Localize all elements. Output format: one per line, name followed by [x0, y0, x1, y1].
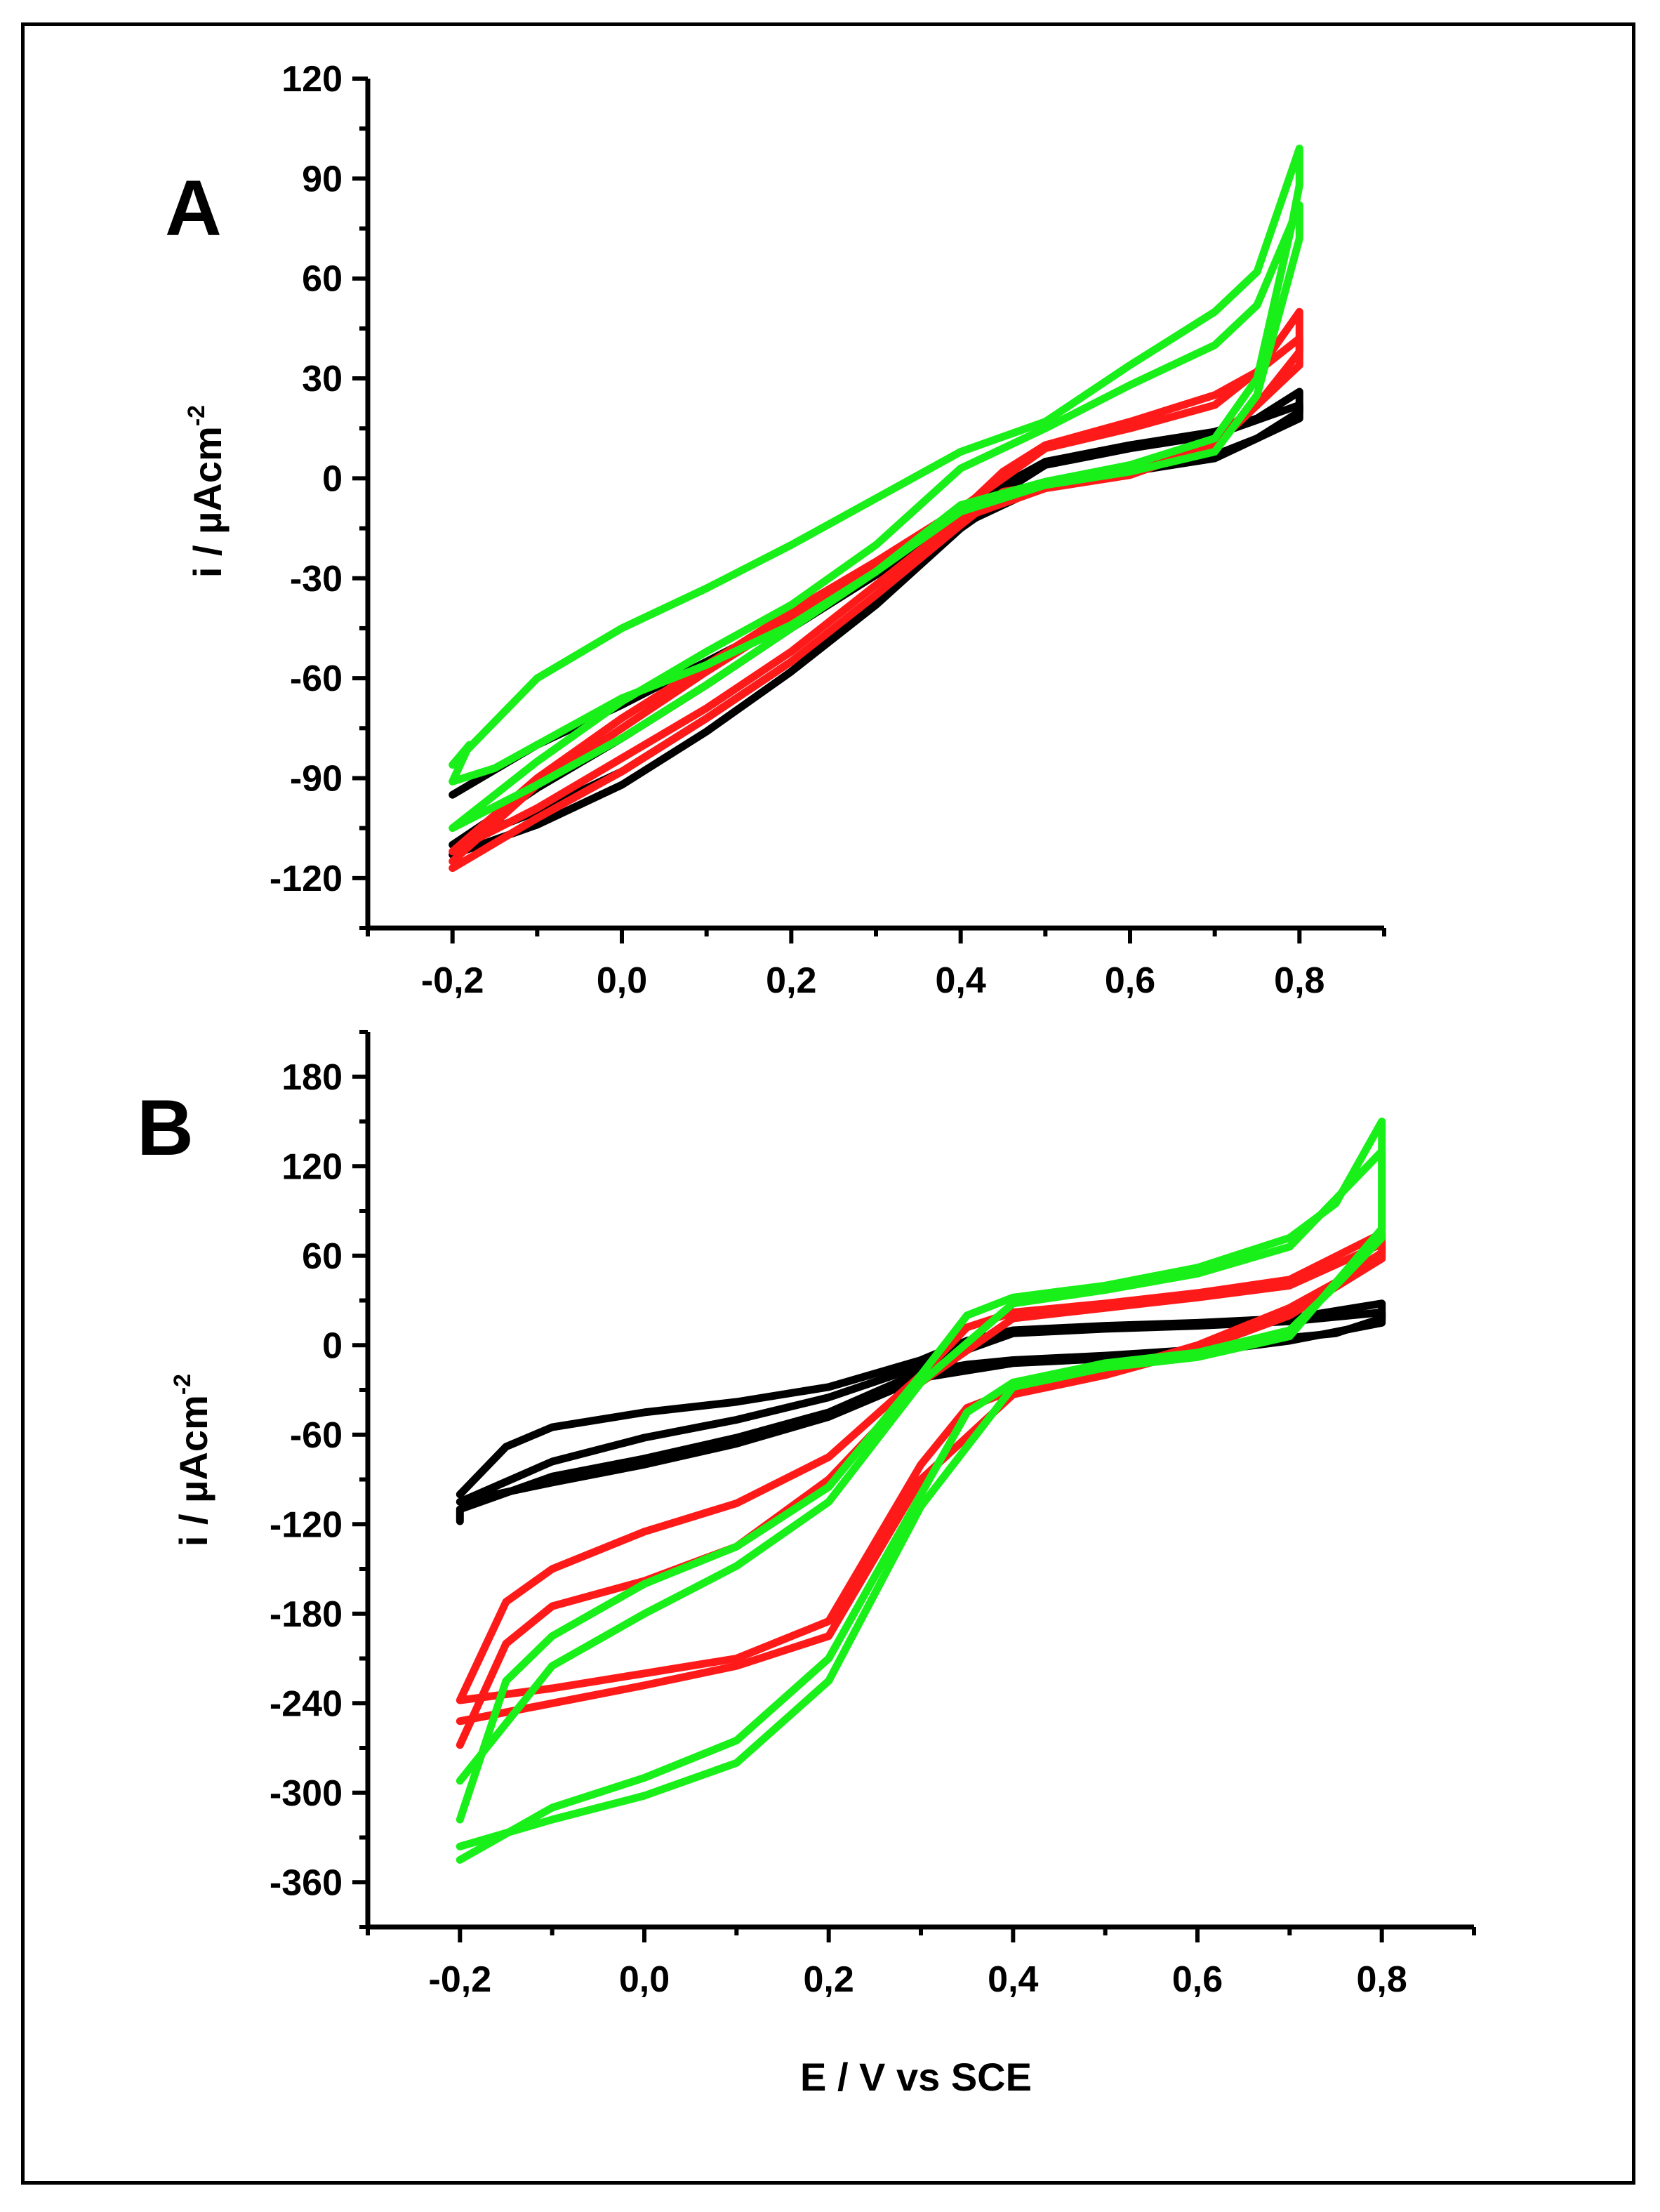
panel-b-series-green-cycle-2 — [456, 1147, 1386, 1850]
figure-frame — [21, 22, 1635, 2185]
panel-b-ticks: 180 120 60 0 -60 -120 -180 -240 -300 -360 -0,2 0,0 0… — [270, 1030, 1476, 2000]
panel-a-plot: 120 90 60 30 0 -30 -60 -90 -120 -0,2 0,0 0,2 0,4 0,6 0… — [165, 59, 1386, 1001]
panel-b-series-black-cycle-2 — [456, 1309, 1386, 1506]
panel-b-ylabel-text: i / µAcm — [171, 1395, 215, 1547]
panel-a-x-tick-label: 0,0 — [597, 960, 647, 1001]
panel-b-x-tick-label: -0,2 — [429, 1959, 492, 2000]
panel-b-ylabel: i / µAcm-2 — [169, 1374, 215, 1547]
panel-a-y-tick-label: -90 — [290, 758, 343, 799]
panel-b-y-tick-label: 60 — [302, 1236, 343, 1277]
panel-b-y-tick-label: -240 — [270, 1683, 343, 1724]
panel-a-series-red-cycle-1 — [449, 307, 1303, 873]
panel-a-axes — [365, 79, 1384, 931]
panel-b-x-tick-label: 0,0 — [619, 1959, 670, 2000]
panel-b-y-tick-label: 180 — [281, 1057, 343, 1098]
panel-a-series — [449, 145, 1303, 873]
panel-a-series-red-cycle-2 — [449, 334, 1303, 856]
panel-a-x-tick-label: 0,6 — [1105, 960, 1155, 1001]
panel-a-series-green-cycle-1 — [449, 145, 1303, 786]
panel-b-series-green-cycle-1 — [456, 1118, 1386, 1864]
panel-b-y-tick-label: -120 — [270, 1504, 343, 1545]
panel-a-y-tick-label: 60 — [302, 259, 343, 300]
panel-b-x-tick-label: 0,8 — [1357, 1959, 1407, 2000]
panel-b-ylabel-exponent: -2 — [169, 1374, 196, 1395]
panel-b-plot: 180 120 60 0 -60 -120 -180 -240 -300 -360 -0,2 0,0 0… — [137, 1030, 1476, 2000]
panel-b-x-tick-label: 0,4 — [988, 1959, 1038, 2000]
panel-a-y-tick-label: 30 — [302, 359, 343, 399]
panel-a-y-tick-label: 0 — [322, 458, 343, 499]
panel-b-series — [456, 1118, 1386, 1864]
panel-b-axes — [365, 1032, 1474, 1930]
panel-b-y-tick-label: -60 — [290, 1415, 343, 1456]
panel-b-y-tick-label: -360 — [270, 1862, 343, 1903]
panel-a-y-tick-label: 90 — [302, 159, 343, 199]
panel-b-letter: B — [137, 1084, 194, 1172]
panel-b-y-tick-label: 0 — [322, 1325, 343, 1366]
panel-a-y-tick-label: -60 — [290, 658, 343, 699]
panel-b-x-tick-label: 0,6 — [1172, 1959, 1223, 2000]
panel-a-ylabel-text: i / µAcm — [185, 426, 230, 578]
panel-b-y-tick-label: -300 — [270, 1773, 343, 1814]
panel-a-ylabel-exponent: -2 — [183, 405, 210, 426]
panel-b-y-tick-label: -180 — [270, 1594, 343, 1635]
panel-a-x-tick-label: 0,8 — [1274, 960, 1324, 1001]
panel-a-x-tick-label: -0,2 — [421, 960, 484, 1001]
panel-a-series-green-cycle-2 — [449, 201, 1303, 833]
panel-a-letter: A — [165, 164, 222, 252]
panel-a-ylabel: i / µAcm-2 — [183, 405, 230, 578]
panel-b-y-tick-label: 120 — [281, 1146, 343, 1187]
panel-b-x-tick-label: 0,2 — [804, 1959, 854, 2000]
panel-a-ticks: 120 90 60 30 0 -30 -60 -90 -120 -0,2 0,0 0,2 0,4 0,6 0… — [270, 59, 1386, 1001]
panel-a-y-tick-label: 120 — [281, 59, 343, 100]
panel-a-x-tick-label: 0,4 — [936, 960, 986, 1001]
panel-a-x-tick-label: 0,2 — [766, 960, 816, 1001]
panel-a-y-tick-label: -120 — [270, 859, 343, 899]
panel-a-y-tick-label: -30 — [290, 559, 343, 600]
x-axis-title: E / V vs SCE — [800, 2055, 1032, 2099]
